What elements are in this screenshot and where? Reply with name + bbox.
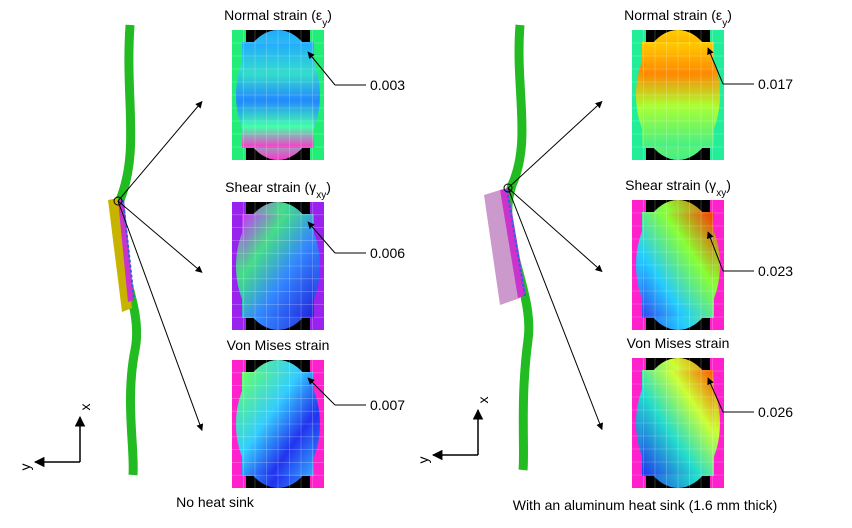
title-part: Shear strain (γ bbox=[625, 177, 716, 193]
specimen bbox=[108, 25, 137, 475]
map-title: Normal strain (εy) bbox=[224, 7, 332, 29]
title-part: xy bbox=[316, 190, 326, 201]
title-part: Von Mises strain bbox=[227, 337, 330, 353]
title-part: ) bbox=[727, 7, 732, 23]
title-part: Normal strain (ε bbox=[224, 7, 322, 23]
strain-map bbox=[232, 360, 324, 488]
peak-value: 0.007 bbox=[370, 397, 405, 413]
axis-label: y bbox=[17, 464, 33, 471]
title-part: ) bbox=[726, 177, 731, 193]
caption: With an aluminum heat sink (1.6 mm thick… bbox=[513, 497, 778, 513]
map-title: Shear strain (γxy) bbox=[225, 179, 331, 201]
peak-value: 0.003 bbox=[370, 77, 405, 93]
pointer-arrow bbox=[508, 188, 602, 272]
axis-label: x bbox=[77, 404, 93, 411]
strain-map bbox=[232, 30, 324, 160]
caption: No heat sink bbox=[176, 494, 255, 510]
peak-value: 0.017 bbox=[758, 76, 793, 92]
map-title: Von Mises strain bbox=[227, 337, 330, 353]
peak-value: 0.026 bbox=[758, 404, 793, 420]
strain-map bbox=[632, 30, 724, 160]
strain-map bbox=[232, 202, 324, 330]
axis-label: x bbox=[475, 397, 491, 404]
title-part: Shear strain (γ bbox=[225, 179, 316, 195]
map-title: Normal strain (εy) bbox=[624, 7, 732, 29]
axis-label: y bbox=[415, 457, 431, 464]
map-title: Von Mises strain bbox=[627, 335, 730, 351]
title-part: Von Mises strain bbox=[627, 335, 730, 351]
title-part: ) bbox=[327, 7, 332, 23]
peak-value: 0.023 bbox=[758, 263, 793, 279]
map-title: Shear strain (γxy) bbox=[625, 177, 731, 199]
strain-map bbox=[632, 200, 724, 330]
strain-map bbox=[632, 358, 724, 488]
figure: No heat sinkxyNormal strain (εy)0.003She… bbox=[0, 0, 852, 523]
title-part: Normal strain (ε bbox=[624, 7, 722, 23]
title-part: xy bbox=[716, 188, 726, 199]
peak-value: 0.006 bbox=[370, 245, 405, 261]
title-part: ) bbox=[326, 179, 331, 195]
